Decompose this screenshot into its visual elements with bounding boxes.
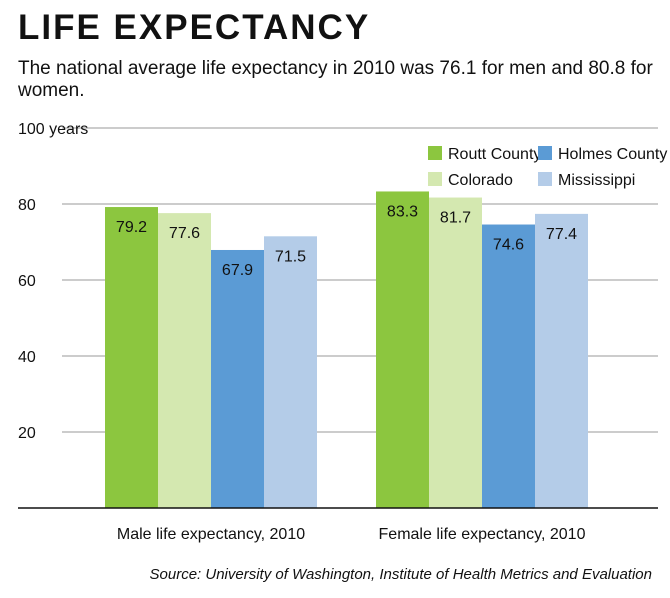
legend-swatch [538,172,552,186]
legend-label: Mississippi [558,172,635,189]
legend-swatch [428,172,442,186]
chart-title: LIFE EXPECTANCY [18,8,371,47]
bar-value-label: 83.3 [387,203,418,220]
bar-value-label: 81.7 [440,210,471,227]
legend-swatch [538,146,552,160]
bar-value-label: 77.4 [546,226,577,243]
x-category-label: Male life expectancy, 2010 [117,526,305,543]
legend-label: Holmes County [558,146,667,163]
bar [535,213,588,508]
bar [158,213,211,508]
chart-subtitle: The national average life expectancy in … [18,58,653,101]
bar-value-label: 67.9 [222,262,253,279]
legend-label: Routt County [448,146,541,163]
bar [211,249,264,509]
y-tick-label: 80 [18,197,36,214]
bar-value-label: 77.6 [169,225,200,242]
y-tick-label: 100 years [18,121,88,138]
bar [264,236,317,509]
bar-value-label: 74.6 [493,237,524,254]
x-category-label: Female life expectancy, 2010 [379,526,586,543]
bar-value-label: 79.2 [116,219,147,236]
legend-swatch [428,146,442,160]
y-tick-label: 40 [18,349,36,366]
legend-label: Colorado [448,172,513,189]
bar [429,197,482,509]
bar [376,191,429,508]
bar [105,207,158,509]
source-note: Source: University of Washington, Instit… [149,566,652,583]
y-tick-label: 20 [18,425,36,442]
y-tick-label: 60 [18,273,36,290]
bar [482,224,535,508]
bar-value-label: 71.5 [275,248,306,265]
